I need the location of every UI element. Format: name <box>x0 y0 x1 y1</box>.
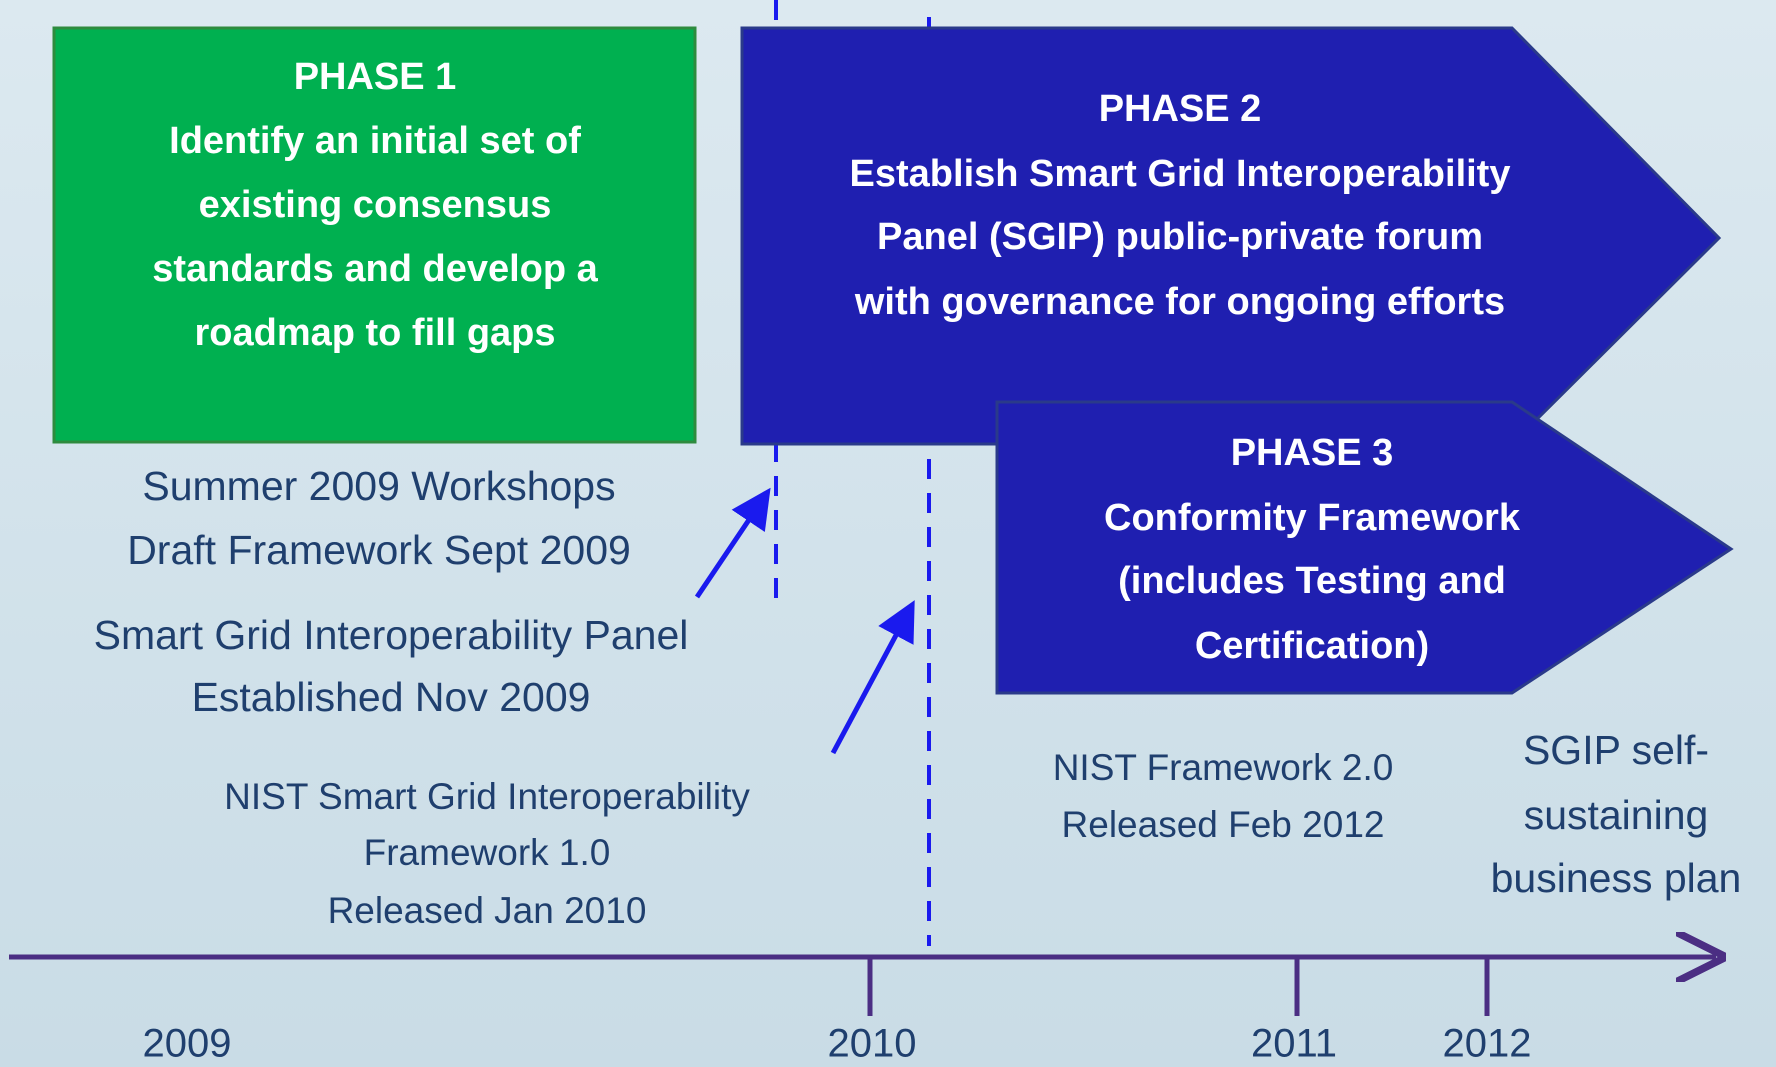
phase-text: existing consensus <box>199 184 552 226</box>
milestone-note: Established Nov 2009 <box>192 674 591 720</box>
phase-text: Certification) <box>1195 625 1429 667</box>
milestone-note: Smart Grid Interoperability Panel <box>94 612 689 658</box>
milestone-note: sustaining <box>1524 792 1709 838</box>
year-label: 2010 <box>828 1022 917 1066</box>
milestone-note: Draft Framework Sept 2009 <box>127 527 631 573</box>
phase-text: Establish Smart Grid Interoperability <box>850 153 1511 195</box>
timeline-diagram: PHASE 1 Identify an initial set of existin… <box>0 0 1776 1067</box>
milestone-note: business plan <box>1491 855 1742 901</box>
milestone-note: Released Jan 2010 <box>328 890 647 931</box>
phase-text: (includes Testing and <box>1118 560 1506 602</box>
milestone-note: NIST Framework 2.0 <box>1053 747 1394 788</box>
phase-text: PHASE 2 <box>1099 88 1262 130</box>
milestone-note: Framework 1.0 <box>364 832 611 873</box>
page: PHASE 1 Identify an initial set of existin… <box>0 0 1776 1067</box>
phase-text: Identify an initial set of <box>169 120 581 162</box>
year-label: 2011 <box>1251 1022 1337 1066</box>
phase-text: with governance for ongoing efforts <box>854 281 1505 323</box>
phase-text: PHASE 3 <box>1231 432 1394 474</box>
milestone-note: Summer 2009 Workshops <box>142 463 615 509</box>
phase-text: PHASE 1 <box>294 56 457 98</box>
phase-text: Panel (SGIP) public-private forum <box>877 216 1483 258</box>
year-label: 2009 <box>143 1022 232 1066</box>
year-label: 2012 <box>1443 1022 1532 1066</box>
milestone-note: NIST Smart Grid Interoperability <box>224 776 750 817</box>
phase-text: standards and develop a <box>152 248 598 290</box>
milestone-note: Released Feb 2012 <box>1062 804 1385 845</box>
milestone-note: SGIP self- <box>1523 727 1709 773</box>
phase-text: Conformity Framework <box>1104 497 1521 539</box>
phase-text: roadmap to fill gaps <box>194 312 555 354</box>
